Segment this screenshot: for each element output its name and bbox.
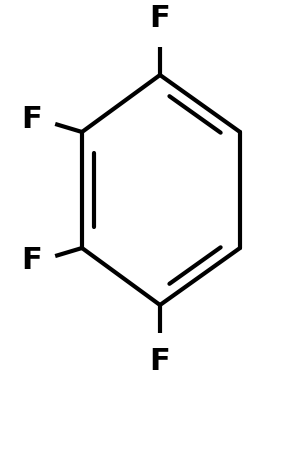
Text: F: F — [21, 246, 42, 274]
Text: F: F — [149, 4, 170, 33]
Text: F: F — [21, 106, 42, 134]
Text: F: F — [149, 347, 170, 376]
